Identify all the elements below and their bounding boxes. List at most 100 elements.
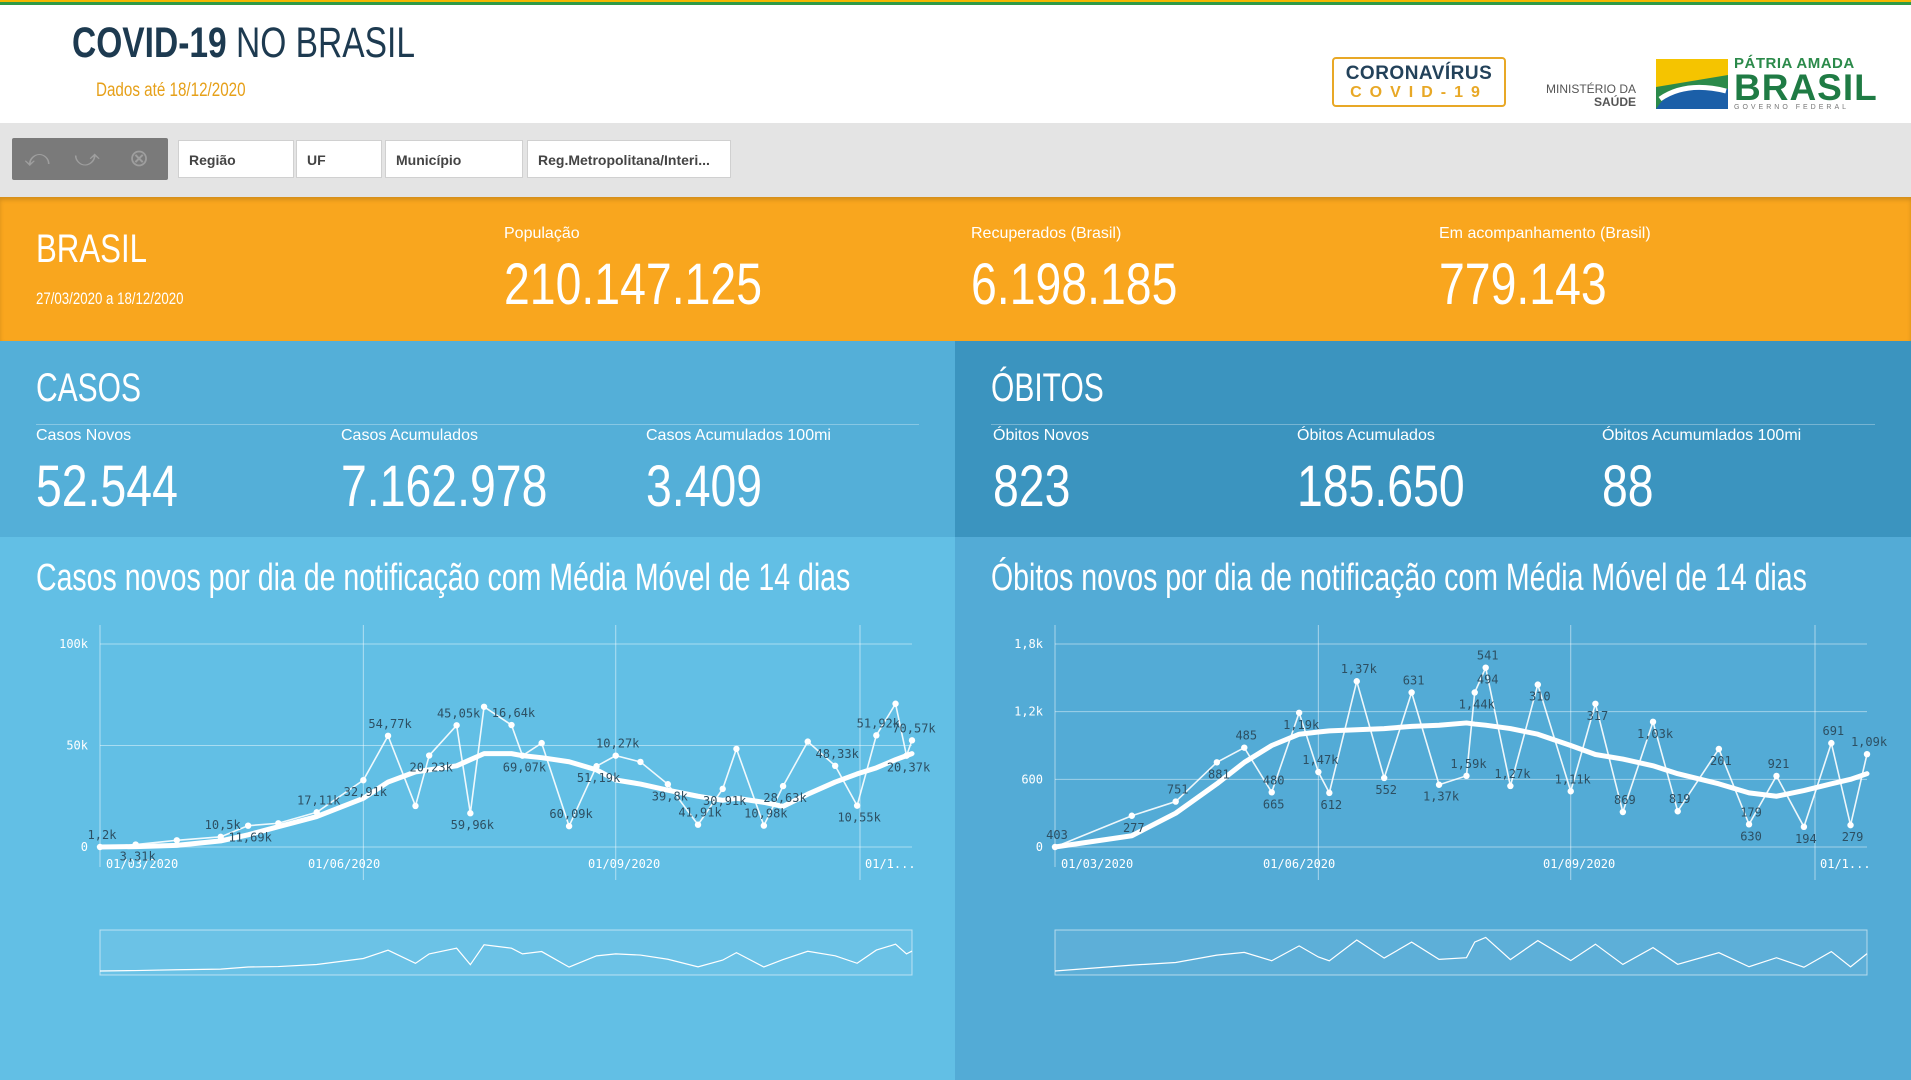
daily-point (1619, 808, 1627, 816)
daily-point (412, 802, 419, 810)
daily-point (453, 722, 460, 729)
data-label: 54,77k (368, 717, 412, 731)
obitos-chart-area: Óbitos novos por dia de notificação com … (955, 537, 1911, 1080)
data-label: 612 (1320, 798, 1342, 812)
daily-point (1128, 812, 1136, 819)
y-tick-label: 600 (1021, 772, 1043, 786)
x-tick-label: 01/03/2020 (1061, 857, 1133, 871)
moving-average-line (97, 751, 915, 850)
logo-brasil-main: BRASIL (1734, 67, 1878, 108)
data-date: Dados até 18/12/2020 (96, 80, 246, 101)
filter-regiao-metropolitana[interactable]: Reg.Metropolitana/Interi... (527, 140, 731, 178)
x-tick-label: 01/03/2020 (106, 857, 178, 871)
title-bold: COVID-19 (72, 19, 227, 67)
casos-chart[interactable]: 0 50k 100k 01/03/2020 01/06/2020 01/09/2020 01… (0, 537, 955, 1080)
data-label: 1,11k (1555, 772, 1592, 786)
data-label: 179 (1740, 805, 1762, 819)
data-label: 1,09k (1851, 735, 1888, 749)
casos-title: CASOS (36, 366, 142, 410)
logo-brasil-sub: GOVERNO FEDERAL (1734, 104, 1850, 111)
logo-brasil-top: PÁTRIA AMADA (1734, 55, 1855, 72)
brush-series-line (99, 943, 913, 972)
data-label: 403 (1046, 828, 1068, 842)
casos-100mi-label: Casos Acumulados 100mi (646, 427, 831, 444)
data-label: 10,5k (205, 818, 242, 832)
data-label: 1,59k (1450, 757, 1487, 771)
filter-municipio[interactable]: Município (385, 140, 523, 178)
daily-point (1268, 789, 1275, 796)
data-label: 921 (1768, 757, 1790, 771)
daily-point (908, 737, 916, 744)
casos-100mi-value: 3.409 (646, 454, 763, 519)
data-label: 317 (1587, 709, 1609, 723)
casos-chart-title: Casos novos por dia de notificação com M… (36, 557, 851, 599)
y-tick-label: 1,8k (1014, 637, 1044, 651)
daily-point (1463, 772, 1470, 780)
title-light: NO BRASIL (236, 19, 415, 67)
daily-point (508, 721, 515, 729)
daily-point (1315, 768, 1322, 776)
data-label: 751 (1167, 783, 1189, 797)
daily-point (1745, 821, 1753, 828)
x-tick-label: 01/1... (865, 857, 916, 871)
header: COVID-19 NO BRASIL Dados até 18/12/2020 … (0, 5, 1911, 123)
data-label: 1,27k (1494, 767, 1531, 781)
populacao-label: População (504, 225, 580, 242)
data-label: 20,23k (410, 761, 454, 775)
coronavirus-logo-line1: CORONAVÍRUS (1345, 63, 1493, 84)
daily-point (1534, 681, 1542, 688)
daily-series-line (1054, 665, 1868, 848)
daily-point (1567, 788, 1574, 795)
casos-novos-value: 52.544 (36, 454, 178, 519)
app-title: COVID-19 NO BRASIL (72, 19, 415, 68)
data-label: 665 (1263, 797, 1285, 811)
summary-title: BRASIL (36, 227, 147, 271)
data-label: 819 (1669, 792, 1691, 806)
obitos-chart[interactable]: 0 600 1,2k 1,8k 01/03/2020 01/06/2020 01/09/20… (955, 537, 1911, 1080)
patria-amada-brasil-logo: PÁTRIA AMADA BRASIL GOVERNO FEDERAL (1734, 55, 1878, 111)
daily-point (1828, 739, 1835, 747)
obitos-panel: ÓBITOS Óbitos Novos 823 Óbitos Acumulado… (955, 341, 1911, 1080)
daily-point (1800, 823, 1808, 831)
top-accent-line (0, 0, 1911, 5)
daily-point (1408, 689, 1415, 696)
data-label: 10,27k (596, 737, 640, 751)
filter-uf[interactable]: UF (296, 140, 382, 178)
step-back-icon[interactable]: ⤺ (24, 145, 50, 172)
daily-point (538, 739, 545, 747)
data-label: 59,96k (451, 818, 495, 832)
step-forward-icon[interactable]: ⤻ (74, 145, 100, 172)
y-tick-label: 0 (1036, 840, 1043, 854)
data-label: 277 (1123, 821, 1145, 835)
acompanhamento-label: Em acompanhamento (Brasil) (1439, 225, 1651, 242)
casos-novos-label: Casos Novos (36, 427, 132, 444)
data-label: 631 (1403, 673, 1425, 687)
daily-point (1241, 744, 1248, 751)
data-label: 60,09k (549, 807, 593, 821)
data-label: 69,07k (503, 761, 547, 775)
daily-point (384, 732, 392, 740)
data-label: 1,03k (1637, 727, 1674, 741)
daily-point (831, 762, 839, 769)
data-label: 869 (1614, 793, 1636, 807)
casos-divider (36, 424, 919, 425)
populacao-value: 210.147.125 (504, 252, 763, 317)
obitos-title: ÓBITOS (991, 366, 1104, 410)
daily-point (1326, 789, 1333, 797)
summary-banner: BRASIL 27/03/2020 a 18/12/2020 População… (0, 197, 1911, 341)
recuperados-value: 6.198.185 (971, 252, 1178, 317)
casos-acumulados-label: Casos Acumulados (341, 427, 478, 444)
data-label: 51,92k (857, 716, 901, 730)
daily-point (664, 781, 672, 788)
data-label: 16,64k (492, 706, 536, 720)
data-label: 1,47k (1302, 753, 1339, 767)
daily-point (694, 821, 702, 828)
daily-point (1482, 664, 1489, 671)
clear-selections-icon[interactable]: ⊗ (128, 145, 150, 172)
filter-regiao[interactable]: Região (178, 140, 294, 178)
obitos-acumulados-value: 185.650 (1297, 454, 1465, 519)
obitos-kpis: ÓBITOS Óbitos Novos 823 Óbitos Acumulado… (955, 341, 1911, 537)
data-label: 194 (1795, 832, 1817, 846)
data-label: 45,05k (437, 706, 481, 720)
summary-range: 27/03/2020 a 18/12/2020 (36, 289, 184, 308)
